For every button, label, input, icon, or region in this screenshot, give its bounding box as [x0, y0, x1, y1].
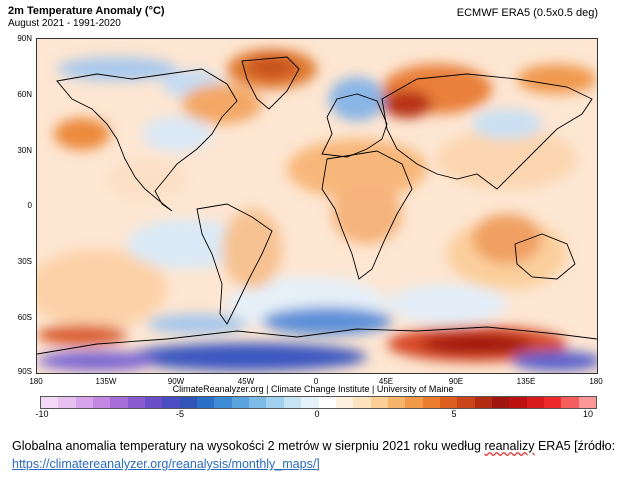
lon-label: 90W [167, 377, 185, 386]
colorbar-swatch [214, 397, 232, 408]
colorbar-tick: -10 [35, 409, 49, 419]
colorbar-swatch [301, 397, 319, 408]
colorbar-swatch [578, 397, 596, 408]
colorbar-swatch [457, 397, 475, 408]
colorbar-tick: -5 [175, 409, 185, 419]
lat-label: 30N [17, 146, 32, 155]
colorbar-swatch [353, 397, 371, 408]
lat-label: 90S [17, 367, 32, 376]
colorbar-swatch [145, 397, 163, 408]
colorbar-swatch [509, 397, 527, 408]
colorbar-swatch [405, 397, 423, 408]
caption-spellcheck-word: reanalizy [484, 439, 535, 453]
colorbar-swatch [58, 397, 76, 408]
caption-text: Globalna anomalia temperatury na wysokoś… [12, 439, 485, 453]
colorbar-swatch [370, 397, 388, 408]
lon-label: 45E [378, 377, 394, 386]
lat-label: 0 [27, 201, 32, 210]
figure-caption: Globalna anomalia temperatury na wysokoś… [12, 437, 622, 473]
colorbar-swatch [179, 397, 198, 408]
map-graphic [37, 39, 597, 373]
colorbar-swatch [93, 397, 111, 408]
lat-label: 90N [17, 34, 32, 43]
map-subtitle: August 2021 - 1991-2020 [8, 18, 121, 29]
colorbar-swatch [110, 397, 128, 408]
lon-label: 90E [448, 377, 464, 386]
coastlines [37, 56, 597, 355]
colorbar-swatch [266, 397, 284, 408]
colorbar-swatch [561, 397, 579, 408]
colorbar-swatch [543, 397, 562, 408]
colorbar-swatch [439, 397, 458, 408]
lon-label: 45W [237, 377, 255, 386]
colorbar-swatch [249, 397, 267, 408]
map-title: 2m Temperature Anomaly (°C) [8, 5, 165, 17]
colorbar-swatch [197, 397, 215, 408]
lon-label: 180 [589, 377, 603, 386]
colorbar-swatch [162, 397, 180, 408]
colorbar-swatch [335, 397, 354, 408]
data-source-label: ECMWF ERA5 (0.5x0.5 deg) [456, 7, 598, 19]
colorbar-swatch [41, 397, 59, 408]
colorbar [40, 396, 597, 409]
colorbar-swatch [422, 397, 440, 408]
lat-label: 60S [17, 313, 32, 322]
colorbar-tick: 5 [451, 409, 457, 419]
lat-label: 60N [17, 90, 32, 99]
colorbar-swatch [283, 397, 302, 408]
caption-text-end: ERA5 [źródło: [534, 439, 616, 453]
colorbar-swatch [75, 397, 94, 408]
source-link[interactable]: https://climatereanalyzer.org/reanalysis… [12, 457, 320, 471]
lon-label: 0 [313, 377, 319, 386]
lon-label: 135E [516, 377, 536, 386]
colorbar-swatch [526, 397, 544, 408]
colorbar-swatch [231, 397, 250, 408]
lon-label: 135W [95, 377, 117, 386]
lon-label: 180 [29, 377, 43, 386]
temperature-anomaly-map [36, 38, 598, 374]
colorbar-swatch [387, 397, 406, 408]
colorbar-swatch [127, 397, 146, 408]
colorbar-swatch [474, 397, 492, 408]
colorbar-swatch [491, 397, 510, 408]
colorbar-tick: 10 [582, 409, 594, 419]
colorbar-swatch [318, 397, 336, 408]
lat-label: 30S [17, 257, 32, 266]
colorbar-tick: 0 [314, 409, 320, 419]
credit-line: ClimateReanalyzer.org | Climate Change I… [172, 384, 454, 394]
